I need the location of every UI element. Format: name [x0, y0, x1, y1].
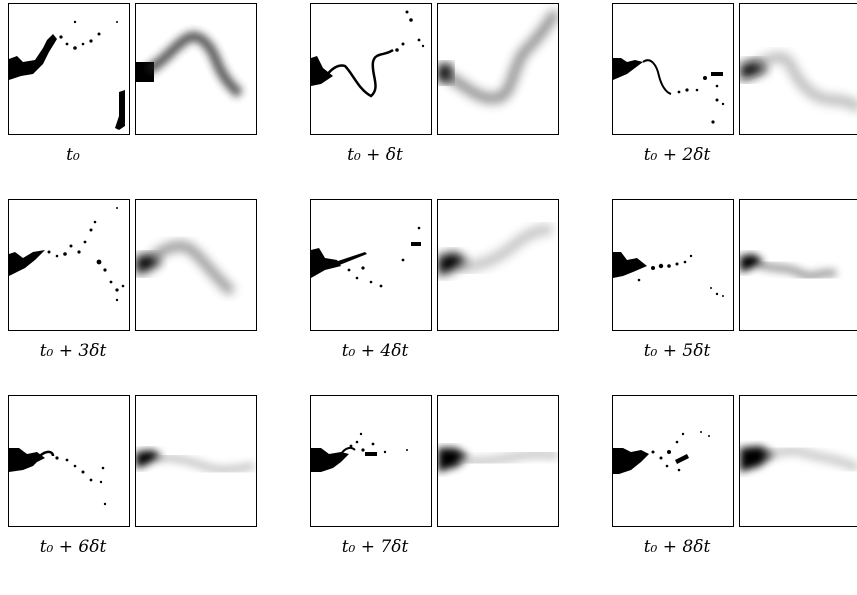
- concentration-field-image: [135, 395, 257, 527]
- panel-pair-6: t₀ + 6δt: [8, 395, 268, 595]
- concentration-field-image: [437, 395, 559, 527]
- panel-pair-1: t₀ + δt: [310, 3, 570, 203]
- figure: t₀ t₀ + δt: [8, 3, 857, 557]
- panel-caption: t₀ + δt: [347, 145, 403, 165]
- panel-pair-0: t₀: [8, 3, 268, 203]
- panel-caption: t₀ + 7δt: [341, 537, 409, 557]
- panel-pair-8: t₀ + 8δt: [612, 395, 857, 595]
- panel-pair-2: t₀ + 2δt: [612, 3, 857, 203]
- concentration-field-image: [437, 3, 559, 135]
- panel-pair-3: t₀ + 3δt: [8, 199, 268, 399]
- binary-interface-image: [8, 199, 130, 331]
- binary-interface-image: [612, 395, 734, 527]
- panel-caption: t₀ + 2δt: [643, 145, 711, 165]
- concentration-field-image: [739, 3, 857, 135]
- panel-caption: t₀ + 6δt: [39, 537, 107, 557]
- binary-interface-image: [8, 3, 130, 135]
- panel-pair-4: t₀ + 4δt: [310, 199, 570, 399]
- panel-caption: t₀ + 8δt: [643, 537, 711, 557]
- panel-pair-7: t₀ + 7δt: [310, 395, 570, 595]
- panel-caption: t₀: [66, 145, 80, 165]
- concentration-field-image: [739, 199, 857, 331]
- binary-interface-image: [612, 199, 734, 331]
- panel-caption: t₀ + 3δt: [39, 341, 107, 361]
- binary-interface-image: [310, 3, 432, 135]
- concentration-field-image: [135, 199, 257, 331]
- binary-interface-image: [310, 395, 432, 527]
- panel-caption: t₀ + 4δt: [341, 341, 409, 361]
- binary-interface-image: [612, 3, 734, 135]
- concentration-field-image: [135, 3, 257, 135]
- panel-pair-5: t₀ + 5δt: [612, 199, 857, 399]
- concentration-field-image: [739, 395, 857, 527]
- binary-interface-image: [8, 395, 130, 527]
- panel-caption: t₀ + 5δt: [643, 341, 711, 361]
- concentration-field-image: [437, 199, 559, 331]
- binary-interface-image: [310, 199, 432, 331]
